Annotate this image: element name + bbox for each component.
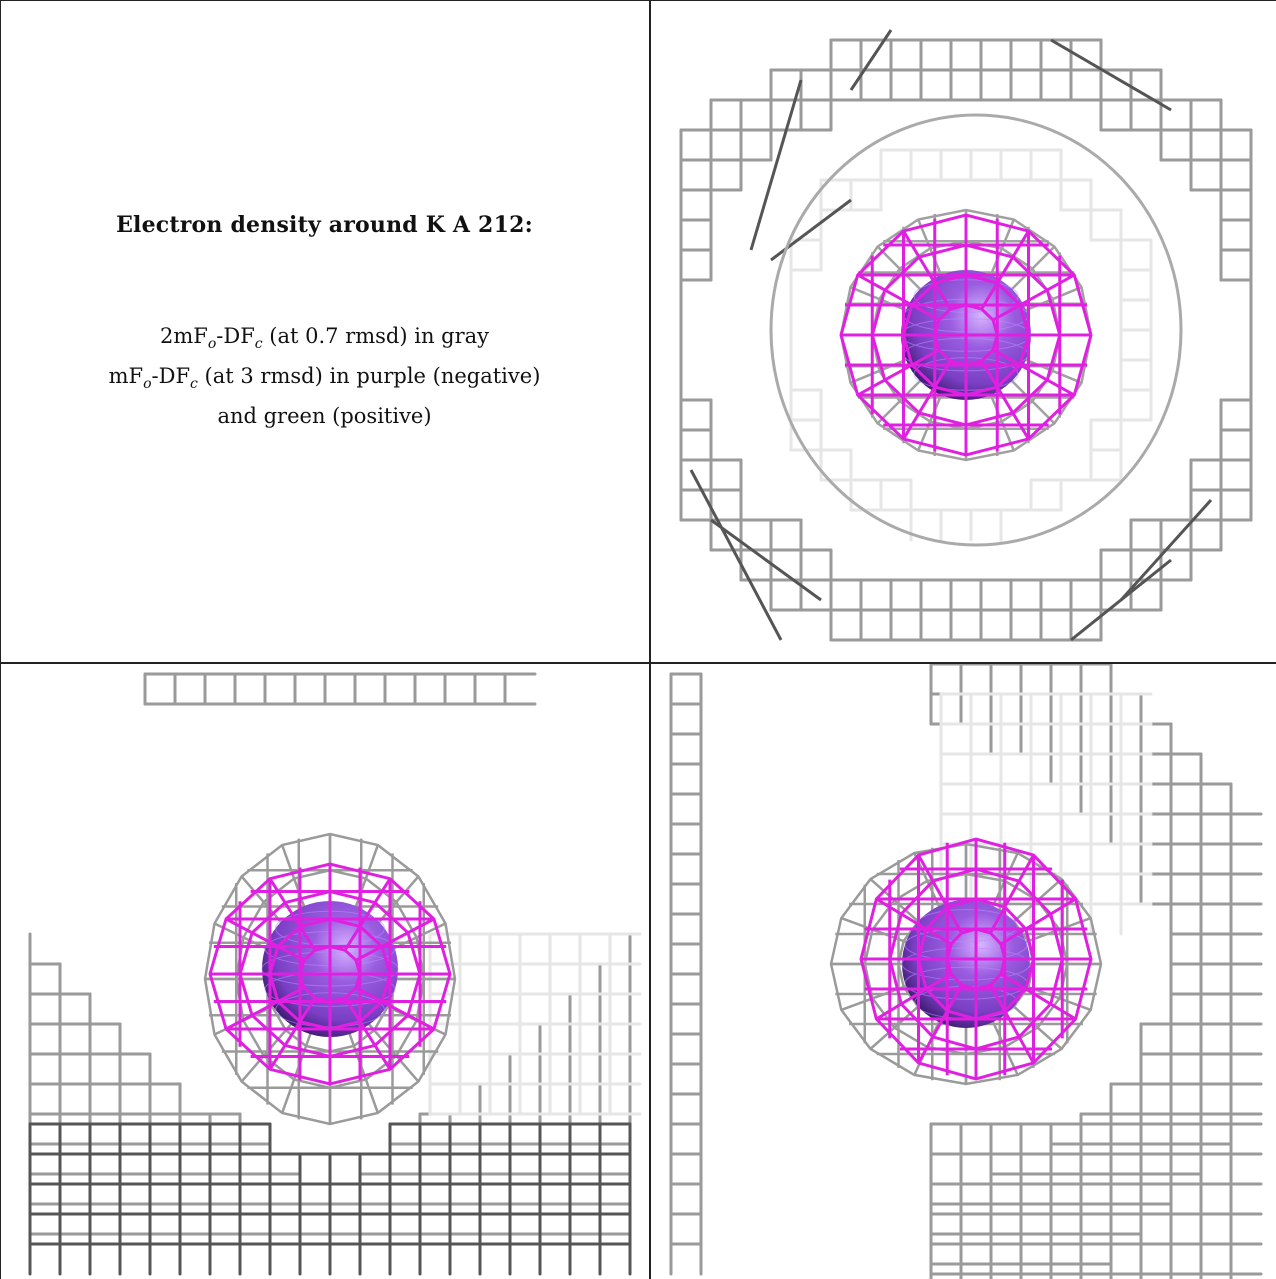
faint-mesh xyxy=(789,148,1153,542)
density-render-top xyxy=(679,29,1253,642)
negative-density-mesh xyxy=(859,837,1093,1081)
legend-line-2mfo: 2mFo-DFc (at 0.7 rmsd) in gray xyxy=(159,324,490,353)
faint-mesh xyxy=(939,692,1153,936)
legend-text: 2mFo-DFc (at 0.7 rmsd) in gray mFo-DFc (… xyxy=(0,320,649,432)
density-view-side xyxy=(651,664,1276,1279)
density-view-top xyxy=(651,0,1276,662)
dark-mesh-cup-base xyxy=(28,1122,632,1276)
table-horizontal-divider xyxy=(0,662,1276,664)
figure-title: Electron density around K A 212: xyxy=(116,212,533,238)
legend-line-green: and green (positive) xyxy=(217,404,432,429)
gray-mesh-left-strip xyxy=(669,672,703,1276)
caption-panel: Electron density around K A 212: 2mFo-DF… xyxy=(0,0,649,662)
density-contour xyxy=(769,113,1183,547)
negative-density-mesh xyxy=(839,213,1093,457)
density-render-front xyxy=(28,672,642,1276)
table-top-border xyxy=(0,0,1276,1)
density-view-front xyxy=(0,664,649,1279)
legend-line-mfo: mFo-DFc (at 3 rmsd) in purple (negative) xyxy=(108,364,541,393)
gray-mesh-bottom xyxy=(929,1122,1263,1279)
gray-mesh-top-strip xyxy=(143,672,537,706)
density-render-side xyxy=(669,664,1263,1279)
negative-density-mesh xyxy=(208,862,452,1086)
table-left-border xyxy=(0,0,1,1279)
faint-mesh-right xyxy=(428,932,642,1116)
table-vertical-divider xyxy=(649,0,651,1279)
